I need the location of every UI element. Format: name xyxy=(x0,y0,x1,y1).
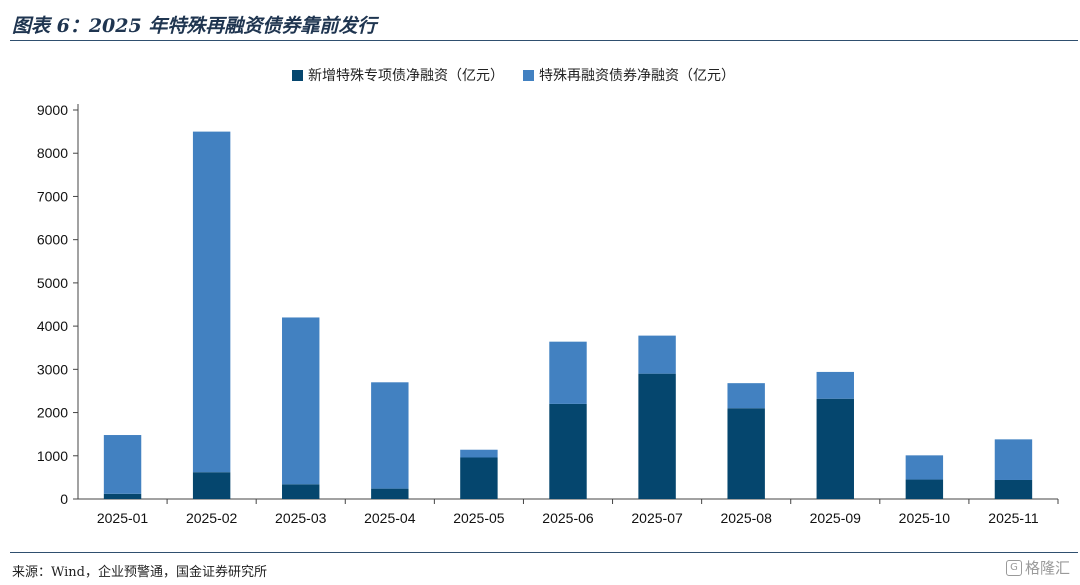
legend-label-1: 新增特殊专项债净融资（亿元） xyxy=(308,67,504,83)
bar-special-refinancing-2025-02 xyxy=(192,131,231,473)
y-tick-label: 0 xyxy=(60,491,68,507)
bar-special-bond-new-2025-05 xyxy=(460,457,498,499)
watermark-text: 格隆汇 xyxy=(1024,559,1070,577)
bar-special-refinancing-2025-07 xyxy=(638,335,676,374)
watermark-logo-icon: G xyxy=(1005,559,1022,576)
bar-special-refinancing-2025-01 xyxy=(103,435,142,494)
bar-special-bond-new-2025-03 xyxy=(282,484,320,499)
legend-label-2: 特殊再融资债券净融资（亿元） xyxy=(539,67,735,83)
x-tick-label: 2025-10 xyxy=(899,510,951,526)
bar-special-refinancing-2025-04 xyxy=(371,382,409,489)
x-tick-label: 2025-08 xyxy=(720,510,772,526)
chart-area: 新增特殊专项债净融资（亿元） 特殊再融资债券净融资（亿元） 0 1000 2000 300… xyxy=(0,42,1080,547)
y-tick-label: 3000 xyxy=(37,361,68,377)
y-tick-label: 4000 xyxy=(37,318,68,334)
bar-special-refinancing-2025-03 xyxy=(282,317,320,485)
y-tick-label: 8000 xyxy=(37,145,68,161)
bar-special-refinancing-2025-05 xyxy=(460,449,498,458)
bar-special-bond-new-2025-11 xyxy=(994,479,1033,499)
bar-special-bond-new-2025-04 xyxy=(371,488,409,499)
x-tick-label: 2025-02 xyxy=(186,510,238,526)
legend-swatch-2 xyxy=(523,70,534,81)
x-tick-label: 2025-05 xyxy=(453,510,505,526)
bar-special-refinancing-2025-06 xyxy=(549,341,587,404)
chart-title: 图表 6：2025 年特殊再融资债券靠前发行 xyxy=(12,15,377,37)
bar-special-bond-new-2025-02 xyxy=(192,472,231,499)
title-bar: 图表 6：2025 年特殊再融资债券靠前发行 xyxy=(10,6,1078,41)
bar-special-refinancing-2025-10 xyxy=(905,455,944,480)
y-tick-label: 6000 xyxy=(37,232,68,248)
x-tick-label: 2025-06 xyxy=(542,510,594,526)
legend-swatch-1 xyxy=(292,70,303,81)
bar-special-bond-new-2025-10 xyxy=(905,479,944,499)
x-tick-label: 2025-11 xyxy=(988,510,1039,526)
source-bar: 来源：Wind，企业预警通，国金证券研究所 xyxy=(10,552,1078,580)
watermark: G 格隆汇 xyxy=(1005,557,1070,578)
x-tick-label: 2025-04 xyxy=(364,510,416,526)
x-tick-label: 2025-01 xyxy=(97,510,149,526)
bar-special-bond-new-2025-01 xyxy=(103,493,142,499)
y-tick-label: 2000 xyxy=(37,405,68,421)
x-tick-label: 2025-07 xyxy=(631,510,683,526)
bar-special-refinancing-2025-08 xyxy=(727,383,765,409)
bar-special-bond-new-2025-08 xyxy=(727,408,765,499)
source-note: 来源：Wind，企业预警通，国金证券研究所 xyxy=(12,565,267,580)
y-tick-label: 5000 xyxy=(37,275,68,291)
stacked-bar-chart: 新增特殊专项债净融资（亿元） 特殊再融资债券净融资（亿元） 0 1000 2000 300… xyxy=(37,67,1059,526)
y-tick-label: 7000 xyxy=(37,188,68,204)
bar-special-refinancing-2025-09 xyxy=(816,371,854,399)
x-tick-label: 2025-03 xyxy=(275,510,327,526)
y-tick-label: 1000 xyxy=(37,448,68,464)
bar-special-bond-new-2025-09 xyxy=(816,398,854,499)
x-tick-label: 2025-09 xyxy=(810,510,862,526)
y-tick-label: 9000 xyxy=(37,102,68,118)
bar-special-bond-new-2025-07 xyxy=(638,373,676,499)
bar-special-bond-new-2025-06 xyxy=(549,403,587,499)
bar-special-refinancing-2025-11 xyxy=(994,439,1033,480)
